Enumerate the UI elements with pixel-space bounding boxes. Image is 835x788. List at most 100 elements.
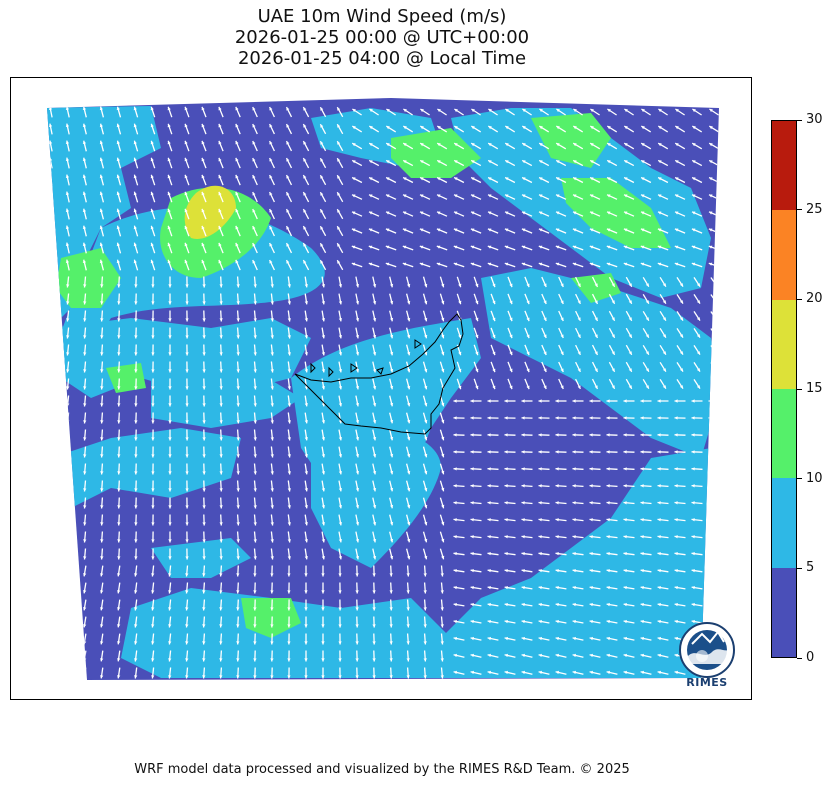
wind-arrow-head	[66, 607, 69, 610]
wind-arrow	[709, 503, 720, 504]
wind-arrow	[67, 447, 68, 458]
wind-arrow	[50, 651, 52, 662]
wind-arrow-head	[49, 352, 52, 355]
wind-arrow-head	[714, 283, 717, 287]
wind-arrow-head	[66, 420, 69, 423]
wind-arrow-head	[709, 518, 712, 521]
wind-arrow	[50, 600, 52, 611]
wind-arrow-head	[49, 658, 52, 661]
wind-arrow-head	[49, 209, 52, 212]
wind-arrow	[67, 566, 69, 577]
wind-arrow	[67, 617, 69, 628]
wind-arrow-head	[49, 260, 52, 263]
wind-arrow-head	[66, 437, 69, 440]
wind-arrow	[50, 498, 51, 509]
wind-arrow-head	[49, 556, 52, 559]
wind-arrow-head	[49, 226, 52, 229]
wind-arrow	[50, 464, 51, 475]
wind-arrow	[67, 549, 68, 560]
wind-arrow-head	[714, 300, 717, 304]
wind-arrow-head	[83, 675, 86, 678]
wind-arrow-head	[709, 433, 712, 436]
colorbar-tick	[797, 209, 802, 210]
wind-arrow-head	[49, 539, 52, 542]
wind-arrow-head	[709, 450, 712, 453]
wind-arrow	[67, 515, 68, 526]
colorbar-tick-label: 0	[806, 651, 814, 665]
wind-arrow	[50, 396, 51, 407]
wind-arrow-head	[49, 318, 52, 321]
wind-arrow	[50, 362, 51, 373]
wind-arrow	[67, 481, 68, 492]
colorbar-segment	[772, 300, 796, 389]
wind-arrow-head	[709, 467, 712, 470]
colorbar-tick-label: 30	[806, 113, 823, 127]
wind-arrow	[67, 532, 68, 543]
colorbar-segment	[772, 478, 796, 567]
wind-arrow	[50, 515, 51, 526]
title-line-utc-time: 2026-01-25 00:00 @ UTC+00:00	[0, 27, 764, 48]
wind-arrow-head	[49, 454, 52, 457]
wind-arrow-head	[49, 301, 52, 304]
colorbar-tick-label: 10	[806, 472, 823, 486]
rimes-emblem-icon	[676, 620, 738, 678]
colorbar-segment	[772, 389, 796, 478]
wind-arrow-head	[66, 471, 69, 474]
wind-arrow-head	[49, 573, 52, 576]
wind-arrow	[50, 345, 51, 356]
wind-arrow	[67, 464, 68, 475]
wind-speed-colorbar	[771, 120, 797, 658]
wind-arrow	[50, 328, 51, 339]
wind-arrow-head	[49, 488, 52, 491]
wind-arrow-head	[709, 569, 712, 572]
wind-arrow-head	[49, 192, 52, 195]
wind-arrow-head	[49, 403, 52, 406]
credit-footer: WRF model data processed and visualized …	[0, 762, 764, 777]
wind-arrow-head	[49, 607, 52, 610]
wind-arrow-head	[66, 556, 69, 559]
wind-arrow-head	[49, 284, 52, 287]
wind-arrow-head	[49, 590, 52, 593]
wind-arrow	[50, 413, 51, 424]
wind-arrow-head	[66, 488, 69, 491]
wind-arrow	[50, 549, 51, 560]
colorbar-tick	[797, 299, 802, 300]
wind-arrow-head	[66, 675, 69, 678]
wind-arrow	[84, 668, 86, 679]
wind-arrow-head	[714, 368, 717, 372]
wind-arrow	[50, 311, 51, 322]
wind-arrow-head	[66, 454, 69, 457]
colorbar-tick	[797, 389, 802, 390]
wind-arrow	[67, 583, 69, 594]
wind-arrow	[711, 380, 717, 389]
wind-arrow	[709, 519, 720, 520]
wind-arrow-head	[66, 624, 69, 627]
wind-arrow	[50, 617, 52, 628]
rimes-logo: RIMES	[676, 620, 738, 690]
wind-arrow-head	[66, 573, 69, 576]
wind-arrow	[67, 430, 68, 441]
wind-arrow-head	[49, 675, 52, 678]
title-line-variable: UAE 10m Wind Speed (m/s)	[0, 6, 764, 27]
wind-arrow	[50, 634, 52, 645]
wind-arrow	[67, 634, 69, 645]
wind-arrow	[709, 587, 720, 589]
wind-arrow	[709, 604, 720, 606]
wind-arrow	[50, 566, 52, 577]
wind-arrow	[67, 668, 69, 679]
wind-arrow-head	[714, 334, 717, 338]
wind-arrow	[50, 243, 52, 254]
wind-arrow	[709, 570, 720, 572]
colorbar-tick-label: 25	[806, 203, 823, 217]
wind-arrow	[67, 651, 69, 662]
wind-arrow-head	[709, 484, 712, 487]
wind-arrow-head	[49, 522, 52, 525]
wind-arrow-head	[709, 603, 712, 606]
wind-arrow-head	[49, 369, 52, 372]
wind-arrow-head	[49, 386, 52, 389]
wind-arrow	[50, 175, 52, 186]
wind-arrow-head	[49, 641, 52, 644]
colorbar-tick	[797, 568, 802, 569]
wind-arrow	[50, 583, 52, 594]
